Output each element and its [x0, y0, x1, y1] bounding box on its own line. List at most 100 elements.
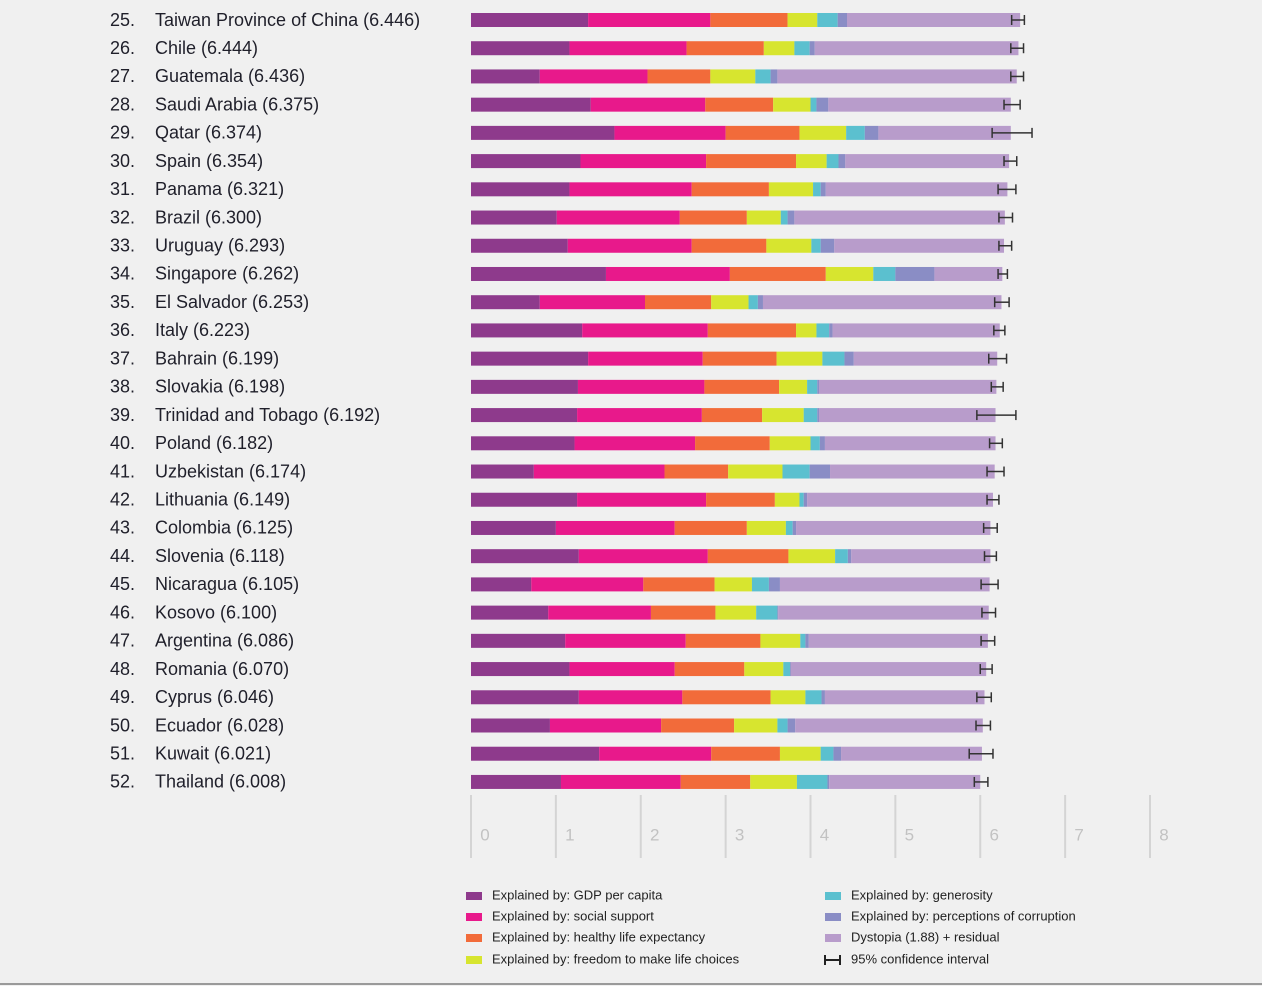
- rank-label: 52.: [110, 772, 135, 792]
- bar-segment: [796, 520, 991, 535]
- rank-label: 43.: [110, 518, 135, 538]
- bar-segment: [734, 718, 778, 733]
- rank-label: 38.: [110, 377, 135, 397]
- error-bar: [988, 438, 1004, 449]
- legend-swatch: [825, 892, 841, 900]
- error-bar: [1010, 15, 1026, 25]
- bar-segment: [471, 549, 579, 564]
- error-bar: [986, 494, 1000, 505]
- bar-segment: [816, 323, 830, 338]
- bar-segment: [567, 238, 692, 253]
- bar-segment: [766, 238, 812, 253]
- bar-segment: [471, 41, 570, 56]
- rank-label: 31.: [110, 179, 135, 199]
- bar-segment: [770, 69, 778, 84]
- bar-segment: [706, 154, 797, 169]
- legend-label: Explained by: healthy life expectancy: [492, 929, 706, 944]
- bar-segment: [788, 549, 836, 564]
- x-tick-label: 4: [820, 825, 829, 844]
- rank-label: 27.: [110, 66, 135, 86]
- bar-segment: [471, 323, 583, 338]
- error-bar: [997, 268, 1009, 279]
- bar-segment: [471, 774, 561, 789]
- bar-segment: [790, 662, 791, 677]
- error-bar: [990, 381, 1004, 392]
- rank-label: 26.: [110, 38, 135, 58]
- country-label: Cyprus (6.046): [155, 687, 274, 707]
- bar-segment: [817, 408, 819, 423]
- bar-segment: [818, 408, 996, 423]
- error-bar: [987, 353, 1008, 364]
- bar-segment: [769, 436, 811, 451]
- bar-segment: [560, 774, 681, 789]
- rank-label: 42.: [110, 489, 135, 509]
- bar-segment: [779, 746, 821, 761]
- bar-segment: [539, 295, 645, 310]
- bar-segment: [813, 182, 821, 197]
- bar-segment: [799, 125, 847, 140]
- bar-segment: [588, 13, 711, 27]
- bar-segment: [707, 549, 789, 564]
- rank-label: 49.: [110, 687, 135, 707]
- bar-segment: [835, 549, 848, 564]
- rank-label: 40.: [110, 433, 135, 453]
- rank-label: 41.: [110, 461, 135, 481]
- error-bar: [981, 607, 997, 618]
- bar-segment: [799, 492, 804, 507]
- error-bar: [1010, 43, 1025, 54]
- bar-segment: [834, 238, 1005, 253]
- bar-segment: [701, 408, 763, 423]
- country-label: Brazil (6.300): [155, 207, 262, 227]
- bar-segment: [810, 97, 817, 112]
- x-tick-label: 8: [1159, 825, 1168, 844]
- bar-segment: [864, 125, 879, 140]
- bar-segment: [556, 210, 680, 225]
- bar-segment: [770, 690, 806, 705]
- bar-segment: [471, 266, 606, 281]
- bar-segment: [778, 605, 989, 620]
- bar-segment: [768, 577, 780, 592]
- bar-segment: [824, 436, 996, 451]
- rank-label: 33.: [110, 236, 135, 256]
- bar-segment: [746, 520, 786, 535]
- rank-label: 50.: [110, 715, 135, 735]
- legend-swatch: [825, 913, 841, 921]
- country-label: Spain (6.354): [155, 151, 263, 171]
- bar-segment: [807, 492, 993, 507]
- country-label: Taiwan Province of China (6.446): [155, 10, 420, 30]
- bar-segment: [833, 746, 842, 761]
- bar-segment: [471, 351, 589, 366]
- country-label: Colombia (6.125): [155, 518, 293, 538]
- country-label: Kuwait (6.021): [155, 743, 271, 763]
- bar-segment: [822, 351, 845, 366]
- country-label: Romania (6.070): [155, 659, 289, 679]
- bar-segment: [762, 408, 804, 423]
- bar-segment: [803, 492, 808, 507]
- country-label: El Salvador (6.253): [155, 292, 309, 312]
- bar-segment: [679, 210, 747, 225]
- bar-segment: [787, 210, 795, 225]
- x-tick-label: 7: [1074, 825, 1083, 844]
- bar-segment: [685, 633, 761, 648]
- error-bar: [1003, 156, 1018, 167]
- legend-label: Dystopia (1.88) + residual: [851, 929, 1000, 944]
- bar-segment: [588, 351, 703, 366]
- country-label: Lithuania (6.149): [155, 489, 290, 509]
- error-bar: [980, 635, 996, 646]
- bar-segment: [565, 633, 686, 648]
- bar-segment: [821, 690, 825, 705]
- country-label: Singapore (6.262): [155, 264, 299, 284]
- bar-segment: [748, 295, 758, 310]
- error-bar: [993, 297, 1010, 308]
- bar-segment: [471, 633, 566, 648]
- bar-segment: [824, 690, 985, 705]
- bar-segment: [787, 718, 796, 733]
- error-bar: [997, 184, 1017, 195]
- bar-segment: [471, 492, 578, 507]
- bar-segment: [471, 379, 578, 394]
- bar-segment: [811, 238, 821, 253]
- bar-segment: [776, 351, 823, 366]
- error-bar: [980, 579, 999, 590]
- bar-segment: [795, 718, 983, 733]
